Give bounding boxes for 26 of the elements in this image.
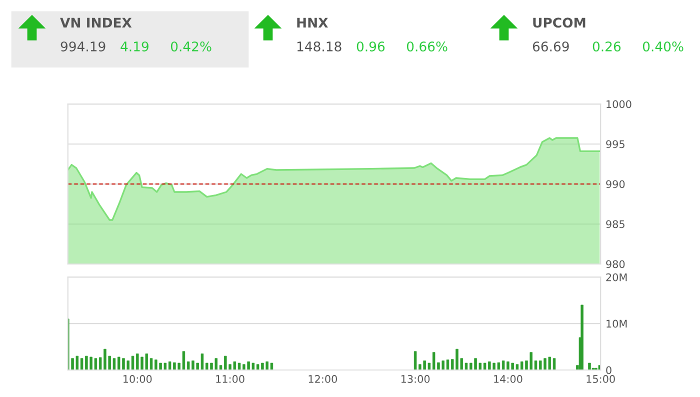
x-tick-label: 10:00 [124,375,152,383]
x-tick-label: 15:00 [586,375,615,383]
text: VN INDEX [60,18,132,28]
x-tick-label: 12:00 [308,375,337,383]
text: 0.66% [406,41,448,52]
text: 4.19 [120,41,148,52]
text: 148.18 [297,41,342,52]
y-tick-label: 1000 [606,100,632,108]
y-tick-label: 10M [606,320,627,328]
text: UPCOM [533,18,586,28]
text: 0.96 [356,41,385,52]
y-tick-label: 980 [606,260,625,268]
y-tick-label: 20M [606,273,627,282]
text: 0.42% [170,41,212,52]
text: 994.19 [60,41,106,52]
x-tick-label: 11:00 [216,375,244,383]
text: 66.69 [532,41,569,52]
x-tick-label: 13:00 [401,375,430,383]
y-tick-label: 985 [606,220,624,228]
text: 0.40% [642,41,684,52]
x-tick-label: 14:00 [494,375,522,383]
y-tick-label: 990 [606,180,625,188]
y-tick-label: 995 [606,140,624,148]
text: HNX [297,18,328,28]
text: 0.26 [592,41,621,52]
y-tick-label: 0 [606,366,612,374]
